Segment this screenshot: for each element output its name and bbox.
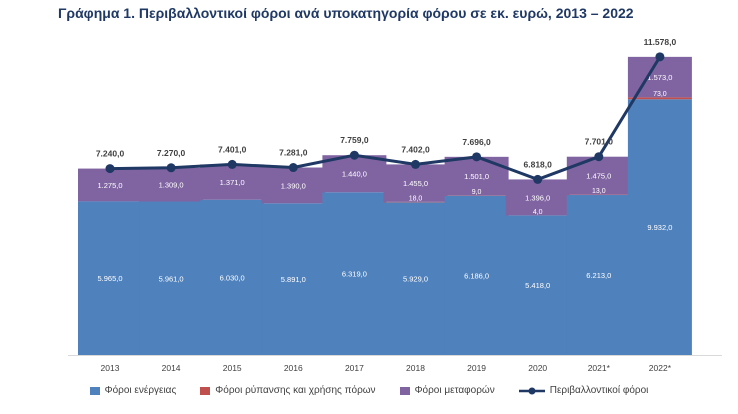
point-total-8 — [594, 152, 604, 162]
legend-swatch-transport — [399, 386, 410, 395]
bar-energy-9 — [627, 99, 692, 355]
label-energy-5: 5.929,0 — [403, 275, 428, 284]
point-total-4 — [349, 150, 359, 160]
chart-legend: Φόροι ενέργειας Φόροι ρύπανσης και χρήση… — [0, 385, 738, 396]
line-total — [109, 56, 662, 181]
bar-transport-2 — [200, 164, 265, 200]
bar-energy-0 — [78, 201, 142, 355]
legend-line-total — [518, 387, 545, 394]
label-transport-9: 1.573,0 — [647, 73, 672, 82]
label-transport-8: 1.475,0 — [586, 172, 611, 181]
legend-label-energy: Φόροι ενέργειας — [104, 385, 177, 396]
label-total-0: 7.240,0 — [96, 149, 125, 159]
label-energy-2: 6.030,0 — [220, 273, 245, 282]
label-total-2: 7.401,0 — [218, 144, 247, 154]
label-pollution-7: 4,0 — [533, 209, 543, 216]
label-energy-0: 5.965,0 — [97, 274, 122, 283]
point-total-1 — [166, 163, 176, 173]
label-energy-1: 5.961,0 — [159, 274, 184, 283]
bar-energy-4 — [322, 192, 387, 355]
label-transport-1: 1.309,0 — [159, 181, 184, 190]
bar-energy-6 — [444, 195, 509, 355]
label-energy-3: 5.891,0 — [281, 275, 306, 284]
bar-transport-5 — [383, 164, 448, 202]
label-pollution-5: 18,0 — [409, 195, 423, 202]
bar-transport-8 — [566, 156, 631, 195]
label-transport-0: 1.275,0 — [97, 181, 122, 190]
x-tick-4: 2017 — [345, 363, 364, 373]
label-total-8: 7.701,0 — [585, 137, 614, 147]
label-transport-5: 1.455,0 — [403, 179, 428, 188]
label-energy-4: 6.319,0 — [342, 270, 367, 279]
point-total-5 — [411, 159, 420, 169]
point-total-3 — [288, 163, 298, 173]
label-pollution-9: 73,0 — [653, 91, 667, 98]
x-tick-6: 2019 — [467, 363, 486, 373]
point-total-2 — [227, 159, 237, 169]
bar-energy-5 — [383, 202, 448, 355]
bar-transport-3 — [261, 167, 326, 204]
legend-swatch-pollution — [200, 386, 211, 395]
label-pollution-8: 13,0 — [592, 188, 606, 195]
label-energy-7: 5.418,0 — [525, 281, 550, 290]
bar-energy-3 — [261, 203, 326, 355]
bar-transport-4 — [322, 155, 387, 193]
x-tick-8: 2021* — [588, 363, 611, 373]
legend-label-total: Περιβαλλοντικοί φόροι — [549, 385, 649, 396]
point-total-7 — [533, 174, 543, 184]
label-transport-4: 1.440,0 — [342, 170, 367, 179]
label-transport-3: 1.390,0 — [281, 181, 306, 190]
x-tick-9: 2022* — [649, 363, 672, 373]
label-pollution-6: 9,0 — [472, 189, 482, 196]
bar-energy-2 — [200, 199, 265, 355]
bar-transport-7 — [505, 179, 570, 216]
label-energy-6: 6.186,0 — [464, 271, 489, 280]
legend-item-pollution: Φόροι ρύπανσης και χρήσης πόρων — [200, 385, 376, 396]
label-total-5: 7.402,0 — [401, 144, 430, 154]
bar-energy-8 — [566, 195, 631, 355]
legend-label-transport: Φόροι μεταφορών — [414, 385, 495, 396]
x-tick-2: 2015 — [223, 363, 242, 373]
label-transport-6: 1.501,0 — [464, 172, 489, 181]
x-tick-5: 2018 — [406, 363, 425, 373]
label-total-9: 11.578,0 — [644, 37, 677, 47]
x-tick-1: 2014 — [162, 363, 181, 373]
label-total-1: 7.270,0 — [157, 148, 186, 158]
x-tick-7: 2020 — [528, 363, 547, 373]
label-total-3: 7.281,0 — [279, 148, 308, 158]
legend-item-energy: Φόροι ενέργειας — [89, 385, 177, 396]
point-total-6 — [472, 152, 482, 162]
label-total-7: 6.818,0 — [524, 159, 553, 169]
label-transport-7: 1.396,0 — [525, 193, 550, 202]
label-energy-8: 6.213,0 — [586, 271, 611, 280]
legend-swatch-energy — [89, 386, 100, 395]
point-total-0 — [105, 164, 115, 174]
legend-item-transport: Φόροι μεταφορών — [399, 385, 495, 396]
bar-energy-7 — [505, 215, 570, 355]
label-energy-9: 9.932,0 — [647, 223, 672, 232]
bar-transport-1 — [139, 167, 204, 202]
bar-energy-1 — [139, 201, 204, 355]
bar-transport-0 — [78, 168, 142, 202]
x-tick-0: 2013 — [101, 363, 120, 373]
legend-item-total: Περιβαλλοντικοί φόροι — [518, 385, 649, 396]
label-total-6: 7.696,0 — [462, 137, 491, 147]
legend-label-pollution: Φόροι ρύπανσης και χρήσης πόρων — [215, 385, 376, 396]
chart-title: Γράφημα 1. Περιβαλλοντικοί φόροι ανά υπο… — [58, 5, 634, 21]
label-transport-2: 1.371,0 — [220, 178, 245, 187]
bar-pollution-9 — [627, 97, 692, 100]
x-tick-3: 2016 — [284, 363, 303, 373]
label-total-4: 7.759,0 — [340, 135, 369, 145]
point-total-9 — [655, 52, 665, 62]
